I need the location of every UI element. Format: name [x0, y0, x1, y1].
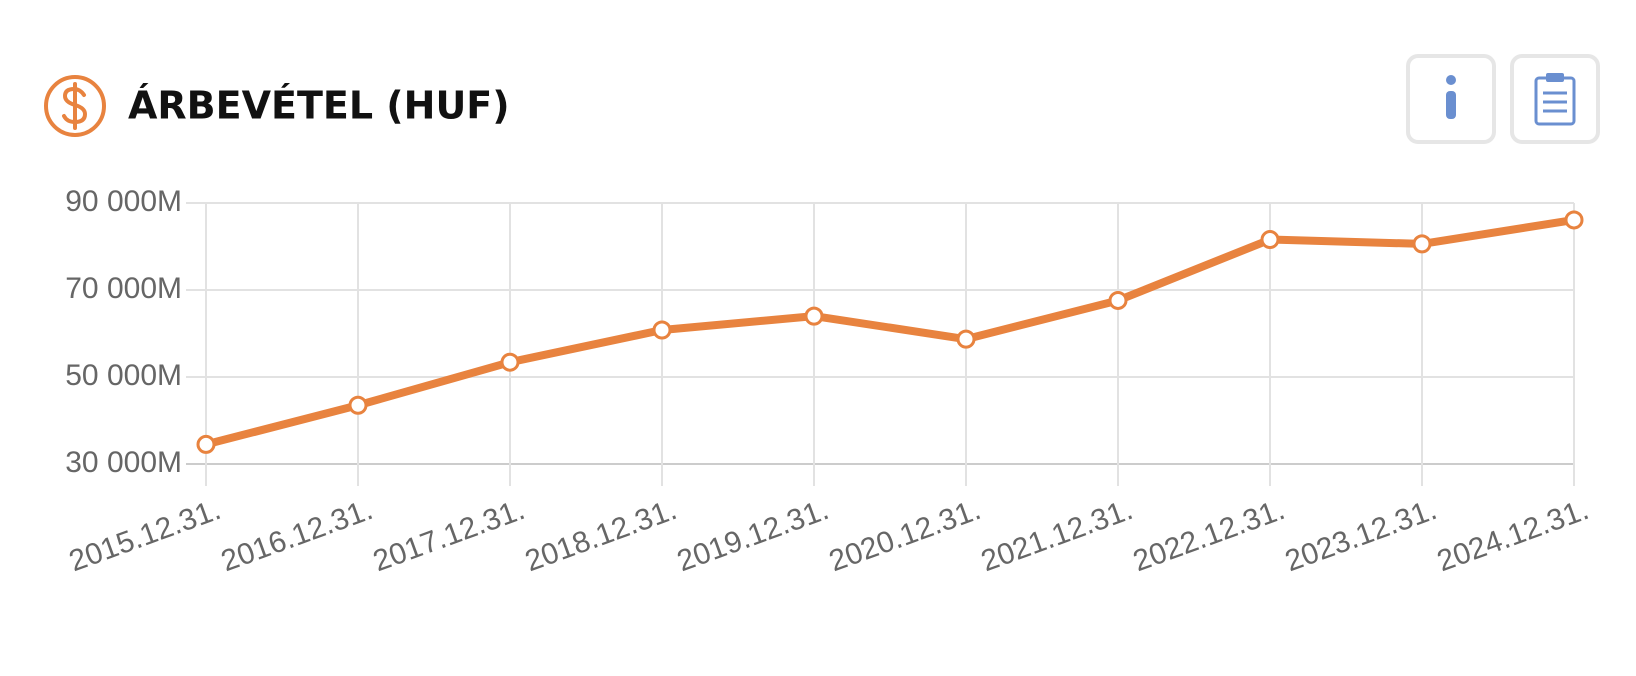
data-point	[1260, 230, 1280, 250]
data-point	[348, 395, 368, 415]
data-point	[1108, 290, 1128, 310]
x-tick-label: 2016.12.31.	[217, 493, 377, 578]
data-point	[500, 352, 520, 372]
info-button[interactable]	[1406, 54, 1496, 144]
chart-title: ÁRBEVÉTEL (HUF)	[128, 84, 510, 128]
series-line	[205, 216, 1575, 449]
data-point	[1412, 234, 1432, 254]
y-tick-label: 50 000M	[65, 359, 182, 392]
data-point	[804, 306, 824, 326]
x-tick-label: 2022.12.31.	[1129, 493, 1289, 578]
x-tick-label: 2023.12.31.	[1281, 493, 1441, 578]
data-point	[196, 434, 216, 454]
y-tick-label: 90 000M	[65, 185, 182, 218]
x-tick-label: 2024.12.31.	[1433, 493, 1593, 578]
title-icon	[44, 75, 106, 137]
x-tick-label: 2021.12.31.	[977, 493, 1137, 578]
x-tick-label: 2019.12.31.	[673, 493, 833, 578]
data-point	[652, 320, 672, 340]
x-tick-label: 2015.12.31.	[65, 493, 225, 578]
x-tick-label: 2020.12.31.	[825, 493, 985, 578]
clipboard-button[interactable]	[1510, 54, 1600, 144]
data-point	[1564, 210, 1584, 230]
y-tick-label: 70 000M	[65, 272, 182, 305]
x-tick-label: 2018.12.31.	[521, 493, 681, 578]
x-tick-label: 2017.12.31.	[369, 493, 529, 578]
data-point	[956, 329, 976, 349]
y-tick-label: 30 000M	[65, 446, 182, 479]
